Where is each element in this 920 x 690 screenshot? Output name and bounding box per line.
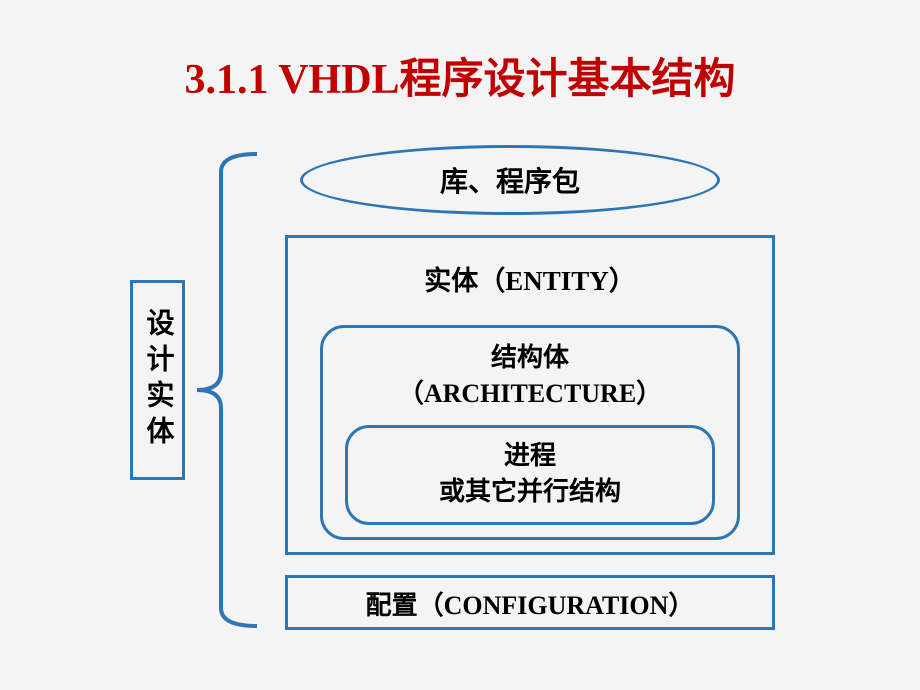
brace-icon bbox=[195, 150, 265, 630]
process-label: 进程 或其它并行结构 bbox=[348, 438, 712, 511]
configuration-label: 配置（CONFIGURATION） bbox=[288, 588, 772, 624]
entity-label: 实体（ENTITY） bbox=[288, 263, 772, 301]
library-label: 库、程序包 bbox=[440, 160, 580, 200]
architecture-label-line1: 结构体 bbox=[491, 343, 569, 372]
page-title: 3.1.1 VHDL程序设计基本结构 bbox=[0, 0, 920, 106]
library-package-node: 库、程序包 bbox=[300, 145, 720, 215]
sidebar-design-entity: 设计实体 bbox=[130, 280, 185, 480]
process-label-line1: 进程 bbox=[504, 441, 556, 470]
process-box: 进程 或其它并行结构 bbox=[345, 425, 715, 525]
sidebar-label: 设计实体 bbox=[138, 308, 178, 452]
process-label-line2: 或其它并行结构 bbox=[439, 477, 621, 506]
architecture-label: 结构体 （ARCHITECTURE） bbox=[323, 340, 737, 413]
architecture-label-line2: （ARCHITECTURE） bbox=[398, 379, 662, 408]
configuration-box: 配置（CONFIGURATION） bbox=[285, 575, 775, 630]
